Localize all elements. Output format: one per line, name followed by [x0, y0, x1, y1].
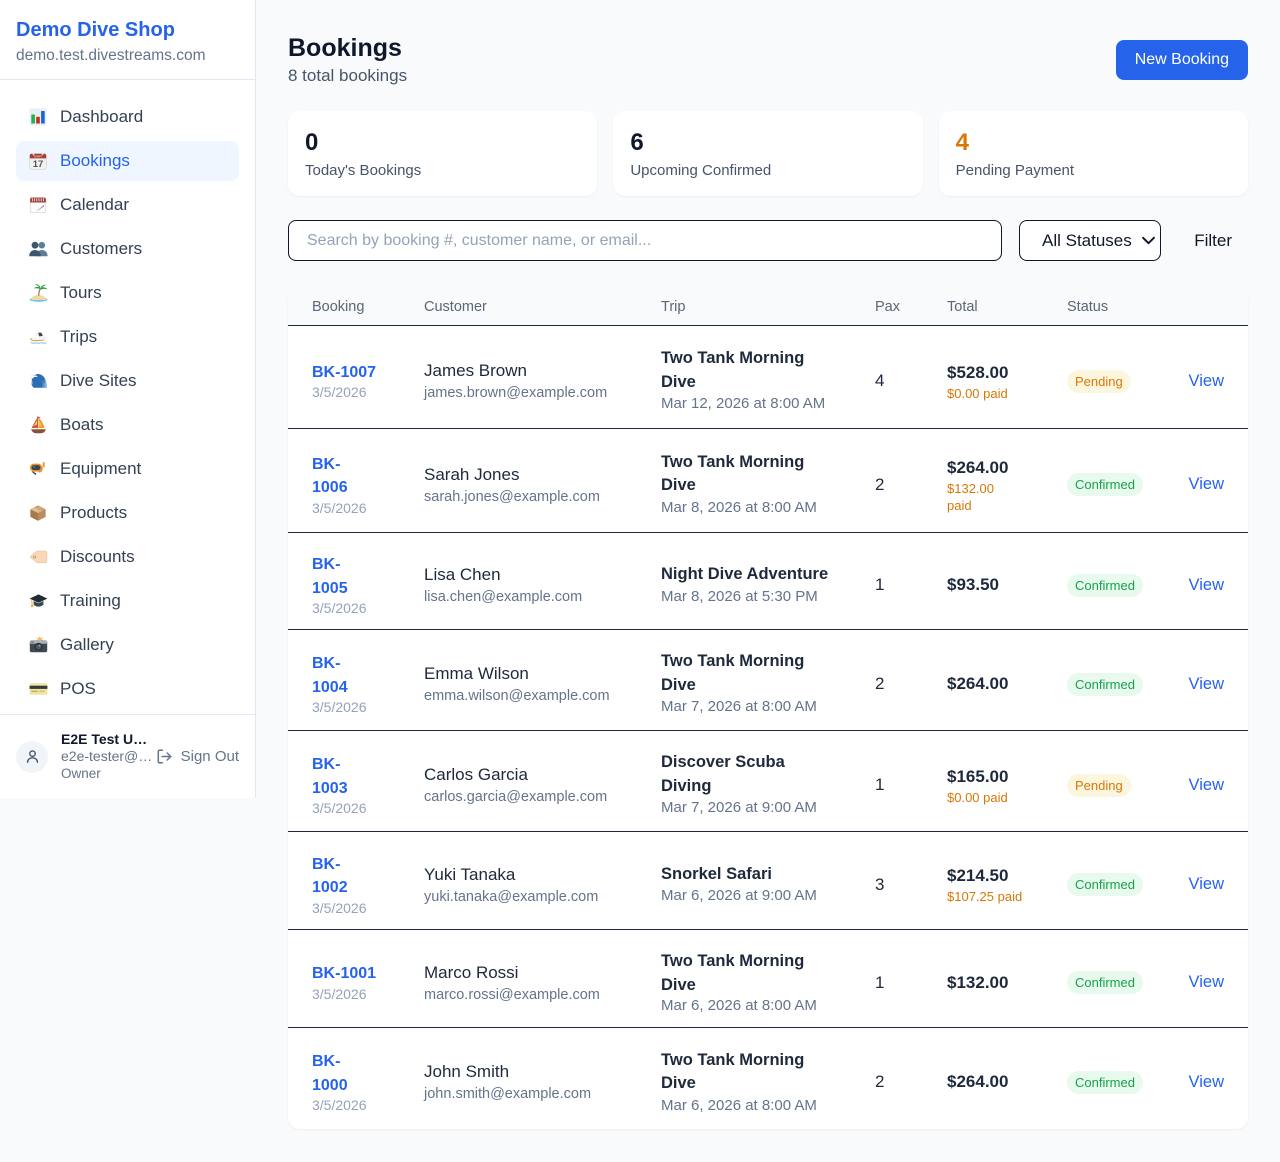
- svg-text:MAR: MAR: [34, 155, 43, 159]
- svg-text:17: 17: [33, 159, 44, 170]
